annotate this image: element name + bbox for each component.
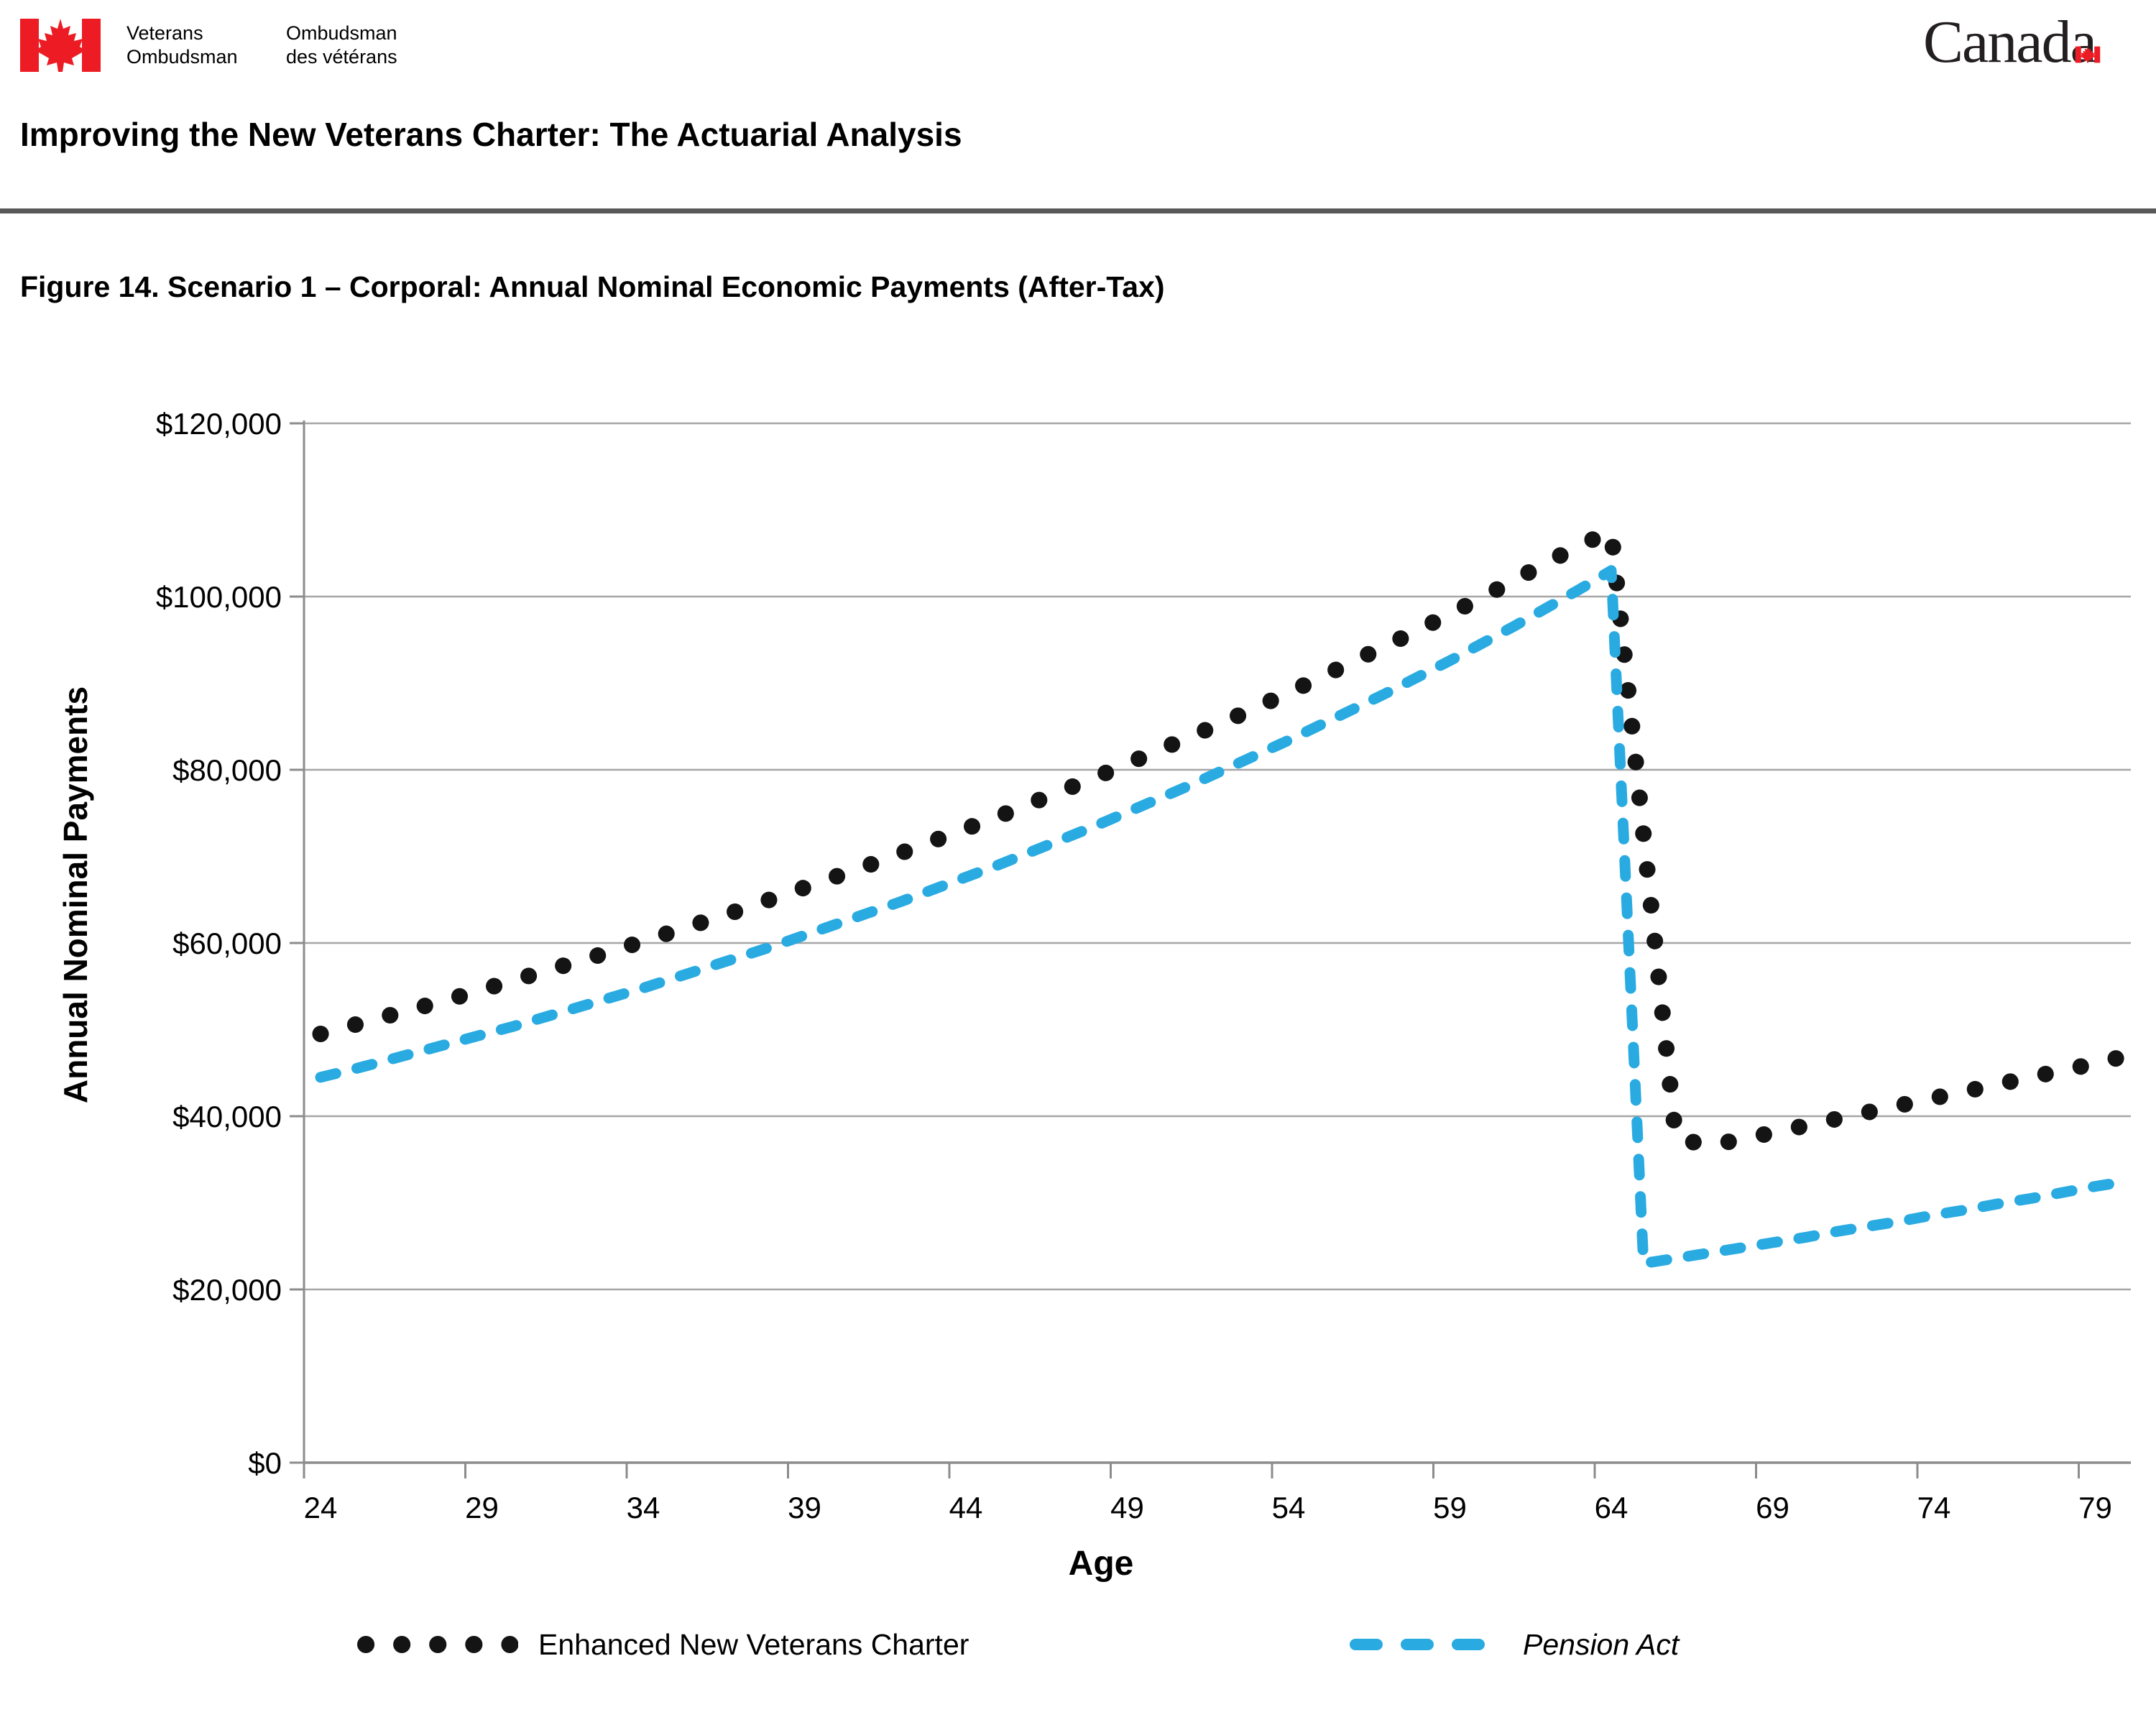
legend-item-pension-act: Pension Act xyxy=(1348,1627,1679,1662)
legend-swatch-round-dot xyxy=(357,1636,518,1653)
x-tick-label: 29 xyxy=(465,1491,499,1524)
legend-item-enhanced-new-veterans-charter: Enhanced New Veterans Charter xyxy=(357,1627,969,1662)
x-axis-title: Age xyxy=(1068,1545,1134,1583)
x-tick-label: 54 xyxy=(1272,1491,1306,1524)
y-tick-label: $0 xyxy=(248,1446,282,1480)
y-tick-label: $100,000 xyxy=(156,580,282,614)
x-tick-label: 44 xyxy=(949,1491,983,1524)
y-tick-label: $80,000 xyxy=(172,753,282,787)
y-tick-label: $20,000 xyxy=(172,1273,282,1307)
logo-text-french: Ombudsman des vétérans xyxy=(286,22,397,69)
logo-text-fr-line1: Ombudsman xyxy=(286,22,397,44)
y-tick-label: $60,000 xyxy=(172,926,282,960)
canada-wordmark-flag-icon xyxy=(2071,9,2104,78)
x-tick-label: 34 xyxy=(627,1491,660,1524)
x-tick-label: 49 xyxy=(1110,1491,1144,1524)
series-line-enhanced-new-veterans-charter xyxy=(312,523,2136,1154)
x-tick-label: 64 xyxy=(1595,1491,1628,1524)
logo-text-en-line2: Ombudsman xyxy=(126,46,238,68)
page-title: Improving the New Veterans Charter: The … xyxy=(20,116,962,153)
x-tick-label: 69 xyxy=(1756,1491,1789,1524)
horizontal-rule xyxy=(0,208,2156,213)
series-line-pension-act xyxy=(315,565,2133,1269)
x-tick-label: 39 xyxy=(788,1491,821,1524)
y-tick-label: $120,000 xyxy=(156,407,282,441)
x-tick-label: 59 xyxy=(1433,1491,1467,1524)
figure-caption: Figure 14. Scenario 1 – Corporal: Annual… xyxy=(20,270,1165,303)
x-tick-label: 74 xyxy=(1917,1491,1951,1524)
legend-label-enhanced-new-veterans-charter: Enhanced New Veterans Charter xyxy=(538,1627,969,1661)
legend-label-pension-act: Pension Act xyxy=(1523,1627,1680,1661)
logo-text-english: Veterans Ombudsman xyxy=(126,22,238,69)
y-axis-title: Annual Nominal Payments xyxy=(57,686,94,1104)
canada-wordmark: Canada xyxy=(1923,7,2101,77)
logo-text-fr-line2: des vétérans xyxy=(286,46,397,68)
veterans-ombudsman-flag-icon xyxy=(20,17,101,77)
x-tick-label: 24 xyxy=(304,1491,338,1524)
y-tick-label: $40,000 xyxy=(172,1100,282,1133)
logo-text-en-line1: Veterans xyxy=(126,22,203,44)
x-tick-label: 79 xyxy=(2078,1491,2112,1524)
legend-swatch-dashed xyxy=(1350,1639,1502,1650)
canada-wordmark-text: Canada xyxy=(1923,9,2097,75)
